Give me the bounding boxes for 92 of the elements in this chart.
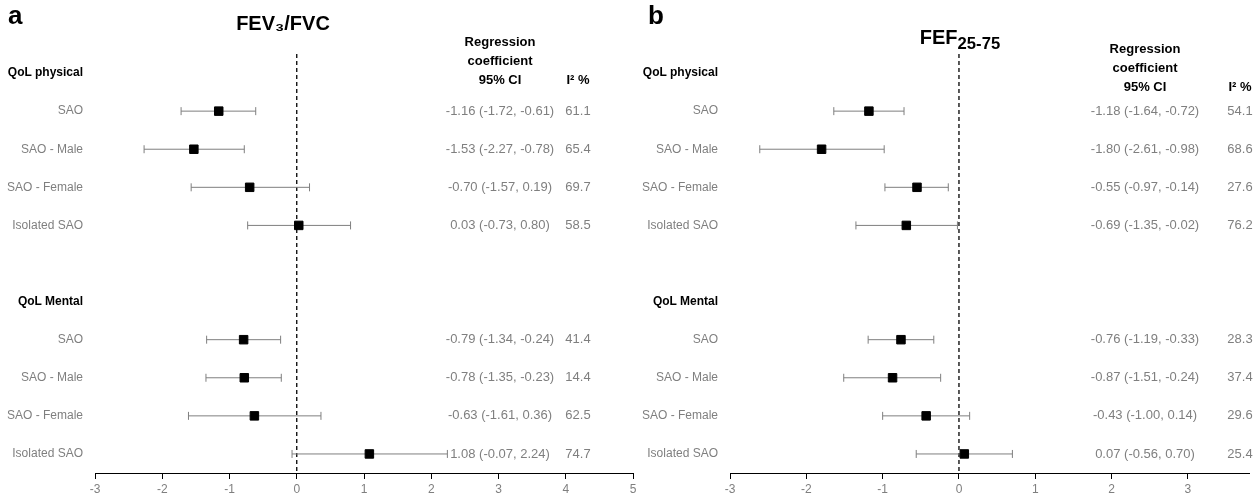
annotation: -0.43 (-1.00, 0.14) <box>1092 407 1198 423</box>
point <box>901 220 912 231</box>
x-tick-label: -1 <box>224 481 236 496</box>
x-tick-label: 4 <box>562 481 570 496</box>
annotation: -0.69 (-1.35, -0.02) <box>1090 216 1200 232</box>
y-tick-label: QoL physical <box>7 65 83 80</box>
y-tick-label: QoL Mental <box>652 293 718 308</box>
annotation: 1.08 (-0.07, 2.24) <box>450 445 550 461</box>
annotation: -0.78 (-1.35, -0.23) <box>445 369 555 385</box>
y-tick-label: SAO <box>692 103 718 118</box>
y-tick-label: SAO - Male <box>20 370 84 385</box>
annotation: I² % <box>1228 78 1252 94</box>
point <box>244 182 255 193</box>
y-tick-label: SAO - Male <box>655 141 719 156</box>
y-tick-label: Isolated SAO <box>12 446 83 461</box>
annotation: 65.4 <box>565 140 591 156</box>
y-tick-label: Isolated SAO <box>12 217 83 232</box>
x-tick-label: 1 <box>360 481 368 496</box>
annotation: 28.3 <box>1227 331 1253 347</box>
annotation: 62.5 <box>565 407 591 423</box>
annotation: 76.2 <box>1227 216 1253 232</box>
annotation: -1.18 (-1.64, -0.72) <box>1090 102 1200 118</box>
x-tick-label: 0 <box>293 481 301 496</box>
point <box>294 220 304 231</box>
annotation: 25.4 <box>1227 445 1253 461</box>
y-tick-label: SAO - Female <box>6 408 84 423</box>
x-tick-label: -1 <box>877 481 889 496</box>
text: a <box>8 0 23 31</box>
point <box>864 106 874 116</box>
annotation: -0.76 (-1.19, -0.33) <box>1090 331 1200 347</box>
chart-title: FEF$_{25-75}$ <box>918 26 1002 54</box>
chart-title: FEV₃/FVC <box>235 12 331 35</box>
point <box>249 411 260 421</box>
x-tick-label: -3 <box>89 481 101 496</box>
y-tick-label: QoL physical <box>642 65 718 80</box>
point <box>921 411 931 421</box>
x-tick-label: -2 <box>800 481 812 496</box>
point <box>214 106 224 116</box>
annotation: 69.7 <box>565 178 591 194</box>
annotation: 61.1 <box>565 102 591 118</box>
annotation: 0.07 (-0.56, 0.70) <box>1095 445 1195 461</box>
y-tick-label: SAO - Female <box>641 179 719 194</box>
annotation: -1.80 (-2.61, -0.98) <box>1090 140 1200 156</box>
x-tick-label: 0 <box>955 481 963 496</box>
annotation: 58.5 <box>565 216 591 232</box>
point <box>239 373 250 383</box>
x-tick-label: -3 <box>724 481 736 496</box>
x-tick-label: 5 <box>629 481 637 496</box>
point <box>816 144 827 154</box>
annotation: -1.53 (-2.27, -0.78) <box>445 140 555 156</box>
point <box>887 373 898 383</box>
y-tick-label: SAO - Male <box>655 370 719 385</box>
annotation: Regression coefficient 95% CI <box>1109 40 1181 94</box>
y-tick-label: Isolated SAO <box>647 446 718 461</box>
point <box>189 144 199 154</box>
annotation: 29.6 <box>1227 407 1253 423</box>
annotation: -0.79 (-1.34, -0.24) <box>445 331 555 347</box>
x-tick-label: 3 <box>1184 481 1192 496</box>
point <box>959 449 970 459</box>
point <box>896 334 906 345</box>
x-tick-label: 2 <box>427 481 435 496</box>
annotation: -0.63 (-1.61, 0.36) <box>447 407 553 423</box>
x-tick-label: 1 <box>1031 481 1039 496</box>
y-tick-label: SAO <box>57 331 83 346</box>
annotation: 54.1 <box>1227 102 1253 118</box>
x-tick-label: 2 <box>1108 481 1116 496</box>
annotation: -0.70 (-1.57, 0.19) <box>447 178 553 194</box>
annotation: -0.55 (-0.97, -0.14) <box>1090 178 1200 194</box>
annotation: -0.87 (-1.51, -0.24) <box>1090 369 1200 385</box>
x-tick-label: -2 <box>156 481 168 496</box>
point <box>912 182 922 193</box>
x-tick-label: 3 <box>495 481 503 496</box>
annotation: -1.16 (-1.72, -0.61) <box>445 102 555 118</box>
annotation: 68.6 <box>1227 140 1253 156</box>
annotation: Regression coefficient 95% CI <box>464 33 536 87</box>
annotation: 37.4 <box>1227 369 1253 385</box>
y-tick-label: SAO <box>57 103 83 118</box>
y-tick-label: QoL Mental <box>17 293 83 308</box>
point <box>364 449 375 459</box>
annotation: 74.7 <box>565 445 591 461</box>
annotation: 0.03 (-0.73, 0.80) <box>450 216 550 232</box>
annotation: 14.4 <box>565 369 591 385</box>
text: b <box>648 0 664 31</box>
annotation: I² % <box>566 71 590 87</box>
y-tick-label: SAO - Female <box>641 408 719 423</box>
y-tick-label: SAO - Female <box>6 179 84 194</box>
annotation: 27.6 <box>1227 178 1253 194</box>
y-tick-label: Isolated SAO <box>647 217 718 232</box>
y-tick-label: SAO <box>692 331 718 346</box>
point <box>238 334 249 345</box>
y-tick-label: SAO - Male <box>20 141 84 156</box>
annotation: 41.4 <box>565 331 591 347</box>
